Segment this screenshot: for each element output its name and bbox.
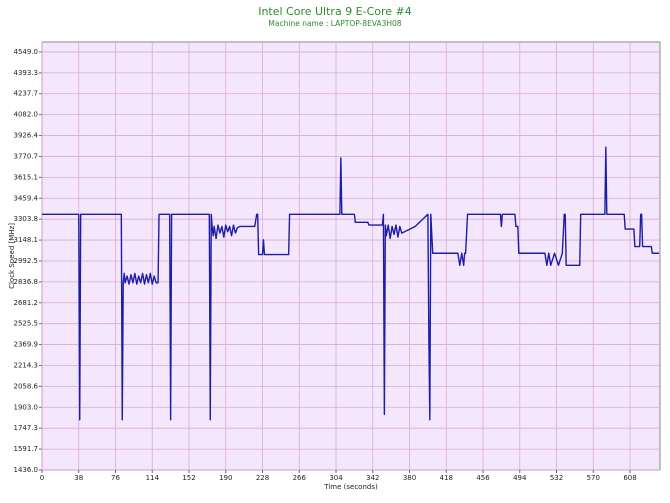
x-tick-label: 152	[182, 474, 195, 482]
y-axis-label: Clock Speed [MHz]	[8, 223, 16, 289]
plot-area	[41, 41, 661, 471]
x-tick-label: 304	[329, 474, 343, 482]
y-tick-label: 2058.6	[14, 382, 39, 390]
x-axis-label: Time (seconds)	[323, 483, 378, 491]
y-tick-label: 3148.1	[14, 236, 39, 244]
y-tick-label: 1436.0	[14, 466, 39, 474]
y-tick-label: 4393.3	[14, 69, 39, 77]
y-tick-label: 4237.7	[14, 90, 39, 98]
y-tick-label: 2836.8	[14, 278, 39, 286]
y-tick-label: 3615.1	[14, 173, 39, 181]
chart-subtitle: Machine name : LAPTOP-8EVA3H08	[268, 19, 401, 28]
y-tick-label: 3303.8	[14, 215, 39, 223]
x-tick-label: 494	[513, 474, 527, 482]
y-tick-label: 1903.0	[14, 403, 39, 411]
y-tick-label: 2369.9	[14, 341, 39, 349]
data-line	[42, 146, 660, 421]
y-tick-label: 3926.4	[14, 132, 39, 140]
x-tick-label: 266	[293, 474, 307, 482]
y-tick-label: 1747.3	[14, 424, 39, 432]
y-tick-label: 4549.0	[14, 48, 39, 56]
x-tick-label: 76	[111, 474, 120, 482]
x-tick-label: 570	[587, 474, 600, 482]
x-tick-label: 114	[146, 474, 160, 482]
y-tick-label: 2214.3	[14, 361, 39, 369]
y-tick-label: 2525.5	[14, 320, 39, 328]
chart-title: Intel Core Ultra 9 E-Core #4	[258, 5, 412, 18]
x-tick-label: 608	[623, 474, 636, 482]
x-tick-label: 0	[40, 474, 44, 482]
y-tick-label: 1591.7	[14, 445, 39, 453]
x-tick-label: 456	[476, 474, 490, 482]
y-tick-label: 3459.4	[14, 194, 39, 202]
x-tick-label: 532	[550, 474, 563, 482]
y-tick-label: 2681.2	[14, 299, 39, 307]
x-tick-label: 380	[403, 474, 416, 482]
x-tick-label: 38	[74, 474, 83, 482]
x-tick-label: 228	[256, 474, 269, 482]
x-tick-label: 342	[366, 474, 379, 482]
x-tick-label: 190	[219, 474, 232, 482]
y-tick-label: 4082.0	[14, 111, 39, 119]
y-tick-label: 2992.5	[14, 257, 39, 265]
y-tick-label: 3770.7	[14, 152, 39, 160]
x-tick-label: 418	[440, 474, 453, 482]
